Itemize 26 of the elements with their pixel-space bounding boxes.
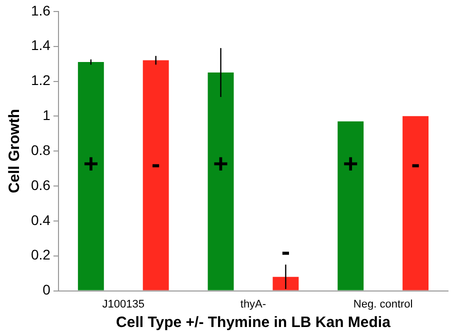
y-tick-label: 0.4 (30, 212, 51, 228)
y-tick-label: 0.6 (30, 176, 51, 193)
y-tick-label: 0.8 (30, 142, 51, 158)
data-label: + (83, 148, 99, 178)
data-label: + (213, 148, 228, 178)
data-label: - (281, 236, 290, 266)
y-axis-title: Cell Growth (6, 109, 24, 194)
bar (402, 116, 429, 290)
x-axis-title: Cell Type +/- Thymine in LB Kan Media (116, 314, 392, 332)
bar (142, 60, 169, 290)
x-tick-label: J100135 (102, 298, 144, 310)
data-label: + (343, 148, 358, 178)
y-tick-label: 1.4 (30, 37, 51, 54)
x-tick-label: thyA- (240, 298, 266, 310)
y-tick-label: 1 (42, 107, 51, 124)
bar (272, 276, 299, 290)
x-tick-label: Neg. control (353, 298, 413, 310)
bar (78, 62, 104, 290)
y-tick-label: 1.6 (30, 2, 51, 18)
bar (208, 72, 234, 290)
y-tick-label: 1.2 (30, 72, 51, 88)
y-tick-label: 0 (42, 282, 51, 298)
data-label: - (411, 148, 420, 178)
bar (338, 121, 364, 290)
data-label: - (152, 148, 160, 178)
y-tick-label: 0.2 (30, 246, 51, 263)
